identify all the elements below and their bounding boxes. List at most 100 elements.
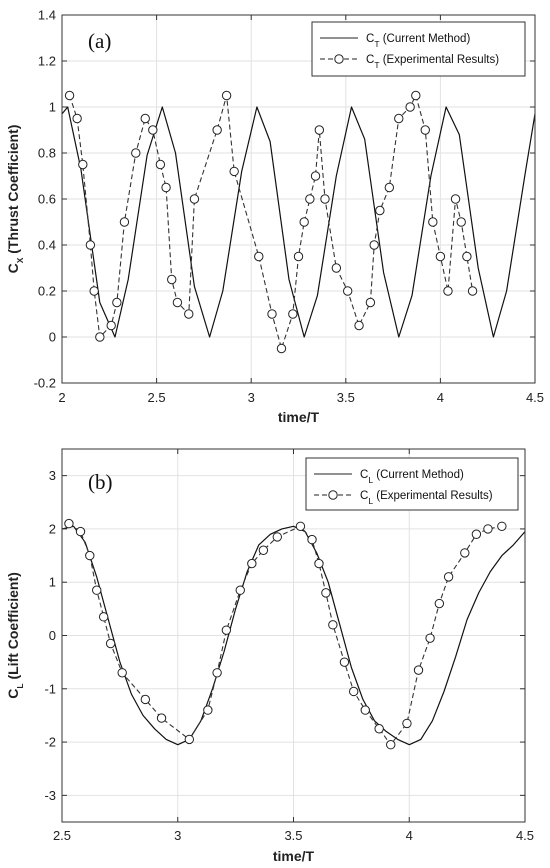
y-tick-label: 1 bbox=[49, 575, 56, 590]
data-point-marker bbox=[299, 217, 309, 227]
legend-entry: CT (Current Method) bbox=[320, 33, 470, 49]
y-tick-label: 3 bbox=[49, 468, 56, 483]
legend: CL (Current Method) CL (Experimental Resu… bbox=[305, 457, 519, 511]
data-point-marker bbox=[456, 217, 466, 227]
y-axis-label: CL (Lift Coefficient) bbox=[5, 572, 25, 699]
data-point-marker bbox=[435, 251, 446, 262]
data-point-marker bbox=[167, 274, 177, 285]
data-point-marker bbox=[288, 309, 298, 319]
data-point-marker bbox=[106, 320, 116, 331]
current-method-series-line bbox=[61, 525, 526, 746]
y-axis-label-subscript: X bbox=[15, 257, 25, 263]
data-point-marker bbox=[402, 718, 412, 729]
data-point-marker bbox=[161, 182, 171, 193]
legend-label: CT (Current Method) bbox=[366, 33, 470, 49]
y-tick-label: -2 bbox=[44, 735, 56, 750]
data-point-marker bbox=[348, 686, 359, 697]
data-point-marker bbox=[212, 668, 222, 678]
data-point-marker bbox=[354, 320, 364, 331]
data-point-marker bbox=[293, 251, 304, 262]
y-tick-label: 0.6 bbox=[38, 192, 56, 207]
data-point-marker bbox=[314, 558, 324, 569]
data-point-marker bbox=[148, 125, 158, 135]
data-point-marker bbox=[413, 665, 424, 675]
data-point-marker bbox=[75, 526, 86, 537]
data-point-marker bbox=[98, 612, 109, 622]
data-point-marker bbox=[95, 332, 105, 342]
legend-label-main: C bbox=[366, 33, 374, 45]
x-tick-label: 4.5 bbox=[516, 828, 534, 843]
panel-label: (b) bbox=[88, 470, 113, 494]
data-point-marker bbox=[460, 548, 470, 558]
data-point-marker bbox=[247, 558, 257, 569]
data-point-marker bbox=[119, 217, 130, 227]
data-point-marker bbox=[78, 159, 88, 170]
legend-marker bbox=[334, 54, 344, 64]
data-point-marker bbox=[203, 705, 213, 715]
data-point-marker bbox=[89, 286, 99, 296]
data-point-marker bbox=[321, 588, 331, 598]
data-point-marker bbox=[328, 620, 338, 630]
legend-box bbox=[311, 21, 526, 77]
data-point-marker bbox=[420, 125, 430, 135]
data-point-marker bbox=[254, 251, 264, 262]
data-point-marker bbox=[276, 343, 287, 354]
y-axis-label-main: C bbox=[5, 689, 21, 699]
legend-label-subscript: L bbox=[368, 496, 373, 506]
legend-label-main: C bbox=[360, 469, 368, 481]
current-method-series-line bbox=[61, 106, 536, 338]
data-point-marker bbox=[374, 724, 384, 734]
x-tick-label: 3 bbox=[248, 390, 255, 405]
data-point-marker bbox=[467, 286, 478, 296]
legend-label-main: C bbox=[360, 490, 368, 502]
data-point-marker bbox=[258, 545, 269, 555]
data-point-marker bbox=[295, 521, 306, 531]
legend-label-rest: (Current Method) bbox=[380, 33, 471, 45]
data-point-marker bbox=[443, 286, 453, 296]
x-tick-label: 4.5 bbox=[526, 390, 544, 405]
data-point-marker bbox=[462, 251, 472, 262]
data-point-marker bbox=[112, 297, 122, 308]
data-point-marker bbox=[155, 159, 166, 170]
y-tick-label: 0.2 bbox=[38, 284, 56, 299]
legend-label: CL (Current Method) bbox=[360, 469, 464, 485]
legend-label-main: C bbox=[366, 54, 374, 66]
data-point-marker bbox=[384, 182, 395, 193]
data-point-marker bbox=[428, 217, 438, 227]
panel-label: (a) bbox=[88, 29, 111, 53]
legend-entry: CL (Current Method) bbox=[314, 469, 464, 485]
experimental-markers bbox=[64, 90, 478, 354]
y-axis-label: CX (Thrust Coefficient) bbox=[5, 125, 25, 274]
y-axis-label-rest: (Lift Coefficient) bbox=[5, 572, 21, 683]
data-point-marker bbox=[85, 240, 96, 250]
x-tick-label: 3.5 bbox=[337, 390, 355, 405]
data-point-marker bbox=[360, 705, 370, 715]
data-point-marker bbox=[221, 90, 232, 101]
y-axis-label-main: C bbox=[5, 263, 21, 273]
data-point-marker bbox=[172, 297, 183, 308]
data-point-marker bbox=[131, 148, 141, 158]
legend-label-subscript: T bbox=[374, 60, 379, 70]
legend-marker bbox=[328, 490, 338, 500]
legend-label-subscript: L bbox=[368, 475, 373, 485]
data-point-marker bbox=[105, 638, 116, 649]
data-point-marker bbox=[272, 532, 282, 542]
data-point-marker bbox=[184, 309, 194, 319]
data-point-marker bbox=[497, 521, 507, 531]
data-point-marker bbox=[221, 625, 232, 635]
data-point-marker bbox=[64, 518, 74, 529]
data-point-marker bbox=[184, 734, 195, 745]
data-point-marker bbox=[320, 194, 330, 204]
legend-entry: CL (Experimental Results) bbox=[314, 490, 493, 506]
data-point-marker bbox=[235, 585, 245, 595]
data-point-marker bbox=[156, 713, 167, 723]
data-point-marker bbox=[117, 668, 127, 678]
y-tick-label: -3 bbox=[44, 788, 56, 803]
data-point-marker bbox=[310, 171, 321, 181]
data-point-marker bbox=[189, 194, 200, 204]
data-point-marker bbox=[483, 524, 493, 534]
y-tick-label: 0 bbox=[49, 330, 56, 345]
y-tick-label: 1.2 bbox=[38, 54, 56, 69]
data-point-marker bbox=[331, 263, 342, 273]
y-tick-label: 1.4 bbox=[38, 8, 56, 23]
